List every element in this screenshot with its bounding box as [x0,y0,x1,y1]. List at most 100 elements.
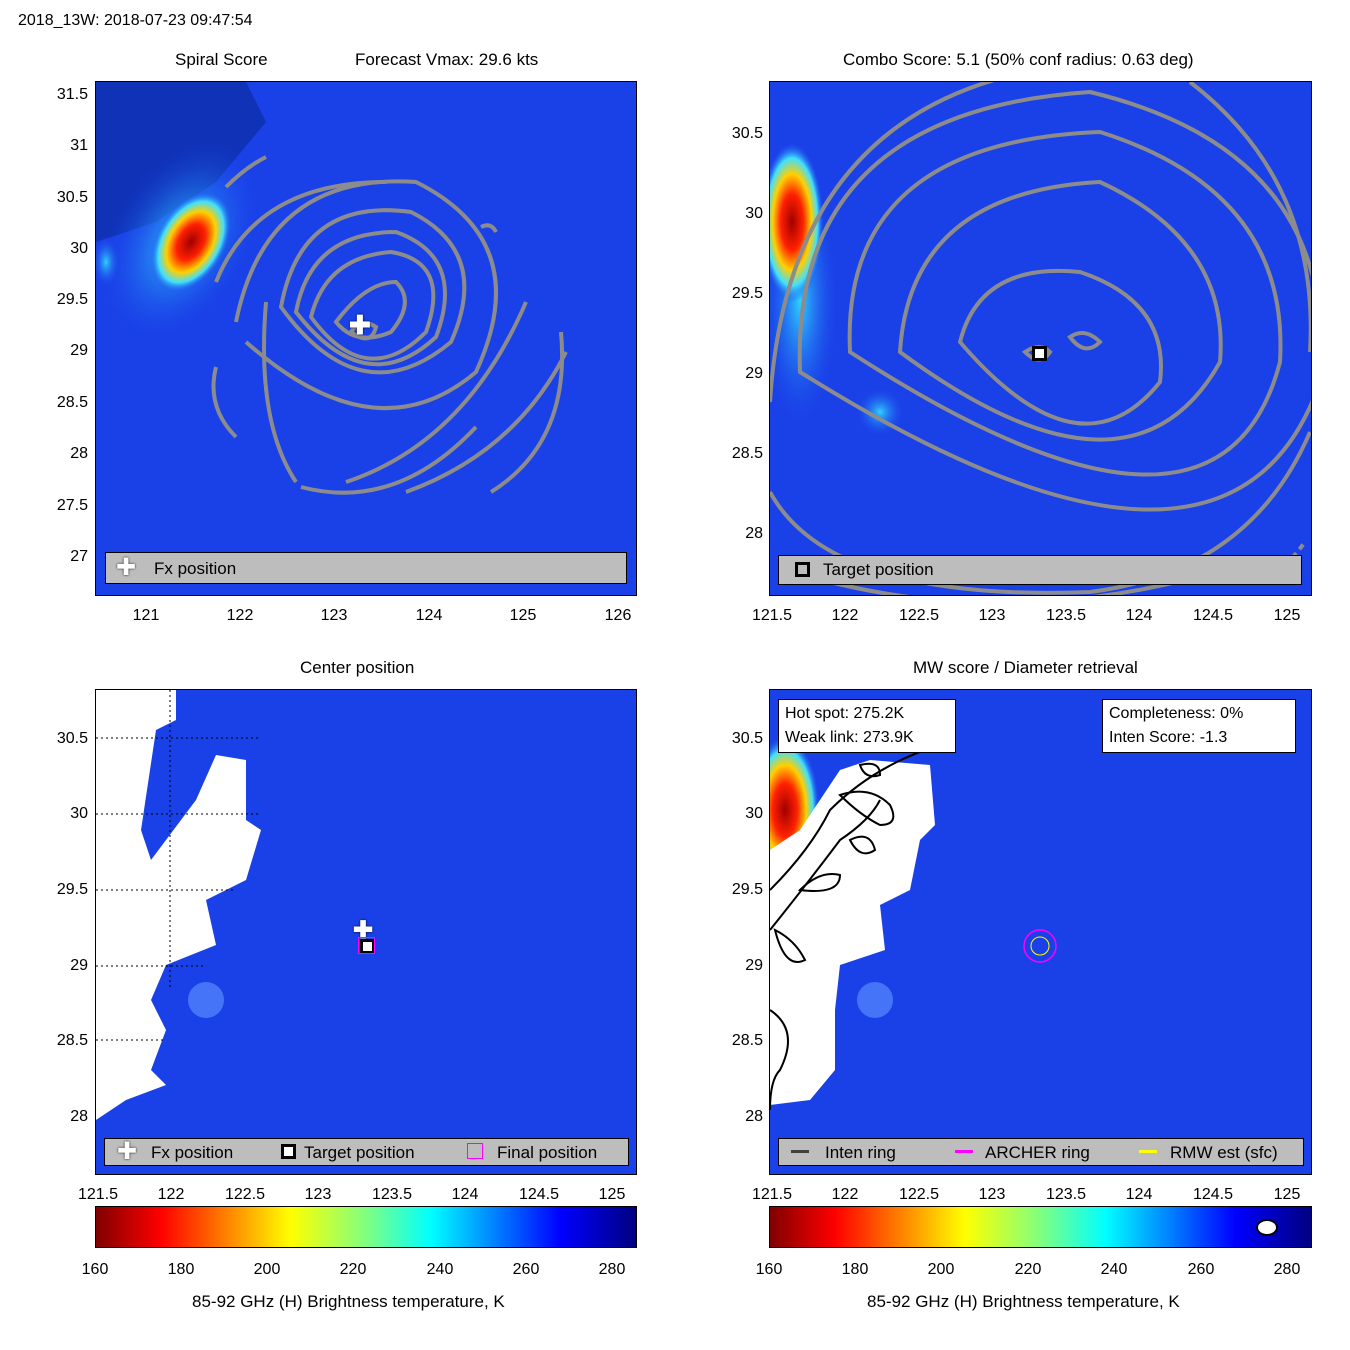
target-legend-icon [281,1144,296,1159]
archer-ring-legend-icon [955,1150,973,1153]
combo-legend: Target position [778,555,1302,585]
ytick: 28.5 [731,1032,763,1049]
mw-field [770,690,1311,1174]
xtick: 122.5 [898,607,940,624]
colorbar-label: 85-92 GHz (H) Brightness temperature, K [867,1292,1180,1311]
ytick: 29.5 [56,291,88,308]
target-legend-icon [795,562,810,577]
target-position-marker [360,939,375,954]
xtick: 125 [1273,607,1301,624]
ytick: 30 [70,805,88,822]
colorbar-tick: 280 [598,1261,626,1278]
xtick: 124.5 [1192,607,1234,624]
xtick: 124 [1125,1186,1153,1203]
colorbar-tick: 220 [339,1261,367,1278]
xtick: 122.5 [224,1186,266,1203]
colorbar-tick: 200 [927,1261,955,1278]
rmw-est-label: RMW est (sfc) [1170,1143,1278,1162]
xtick: 125 [1273,1186,1301,1203]
xtick: 122 [226,607,254,624]
ytick: 30 [745,805,763,822]
weak-link-value: Weak link: 273.9K [785,729,914,746]
colorbar-tick: 240 [426,1261,454,1278]
hot-spot-value: Hot spot: 275.2K [785,705,905,722]
xtick: 124 [451,1186,479,1203]
mw-info-left: Hot spot: 275.2K Weak link: 273.9K [778,699,956,753]
fx-legend-label: Fx position [154,559,237,578]
combo-field [770,82,1311,595]
xtick: 122.5 [898,1186,940,1203]
ytick: 29 [745,957,763,974]
xtick: 123 [320,607,348,624]
spiral-legend: ✚ Fx position [105,552,627,584]
mw-legend: Inten ring ARCHER ring RMW est (sfc) [778,1138,1304,1166]
ytick: 28 [70,445,88,462]
xtick: 123 [978,607,1006,624]
ytick: 28 [70,1108,88,1125]
ytick: 30.5 [56,189,88,206]
mw-info-right: Completeness: 0% Inten Score: -1.3 [1102,699,1296,753]
ytick: 30 [745,205,763,222]
fx-legend-icon: ✚ [116,554,137,581]
colorbar-tick: 200 [253,1261,281,1278]
ytick: 27 [70,548,88,565]
xtick: 125 [509,607,537,624]
target-legend-label: Target position [304,1143,415,1162]
xtick: 122 [831,607,859,624]
xtick: 123 [304,1186,332,1203]
mw-title: MW score / Diameter retrieval [913,658,1138,677]
target-position-marker [1032,346,1047,361]
ytick: 29.5 [56,881,88,898]
xtick: 125 [598,1186,626,1203]
spiral-plot-area: ✚ ✚ Fx position [95,81,637,596]
xtick: 124.5 [518,1186,560,1203]
xtick: 124 [415,607,443,624]
colorbar-tick: 160 [81,1261,109,1278]
inten-score-value: Inten Score: -1.3 [1109,729,1228,746]
inten-ring-legend-icon [791,1150,809,1153]
spiral-field [96,82,636,595]
xtick: 124 [1125,607,1153,624]
ytick: 28.5 [56,394,88,411]
xtick: 126 [604,607,632,624]
ytick: 28 [745,525,763,542]
final-legend-icon [467,1143,483,1159]
ytick: 30.5 [56,730,88,747]
spiral-title: Spiral Score [175,50,268,69]
xtick: 121.5 [751,607,793,624]
fx-legend-icon: ✚ [117,1138,138,1165]
ytick: 30.5 [731,125,763,142]
ytick: 29 [745,365,763,382]
ytick: 30 [70,240,88,257]
inten-ring-label: Inten ring [825,1143,896,1162]
ytick: 28.5 [56,1032,88,1049]
colorbar-label: 85-92 GHz (H) Brightness temperature, K [192,1292,505,1311]
colorbar-tick: 180 [167,1261,195,1278]
xtick: 121.5 [751,1186,793,1203]
ytick: 28.5 [731,445,763,462]
spiral-forecast-vmax: Forecast Vmax: 29.6 kts [355,50,539,69]
ytick: 29 [70,957,88,974]
xtick: 122 [831,1186,859,1203]
colorbar-right [769,1206,1312,1248]
colorbar-tick: 220 [1014,1261,1042,1278]
figure-title: 2018_13W: 2018-07-23 09:47:54 [18,12,253,29]
xtick: 122 [157,1186,185,1203]
colorbar-tick: 260 [512,1261,540,1278]
final-legend-label: Final position [497,1143,598,1162]
fx-legend-label: Fx position [151,1143,234,1162]
mw-plot-area: Hot spot: 275.2K Weak link: 273.9K Compl… [769,689,1312,1175]
xtick: 124.5 [1192,1186,1234,1203]
colorbar-tick: 180 [841,1261,869,1278]
ytick: 29.5 [731,881,763,898]
ytick: 30.5 [731,730,763,747]
center-field [96,690,636,1174]
ytick: 29 [70,342,88,359]
ytick: 31.5 [56,86,88,103]
eye-icon [1256,1219,1278,1236]
xtick: 123.5 [1045,1186,1087,1203]
center-plot-area: ✚ ✚ Fx position Target position Final po… [95,689,637,1175]
colorbar-tick: 160 [755,1261,783,1278]
combo-title: Combo Score: 5.1 (50% conf radius: 0.63 … [843,50,1194,69]
fx-position-marker: ✚ [349,310,371,340]
